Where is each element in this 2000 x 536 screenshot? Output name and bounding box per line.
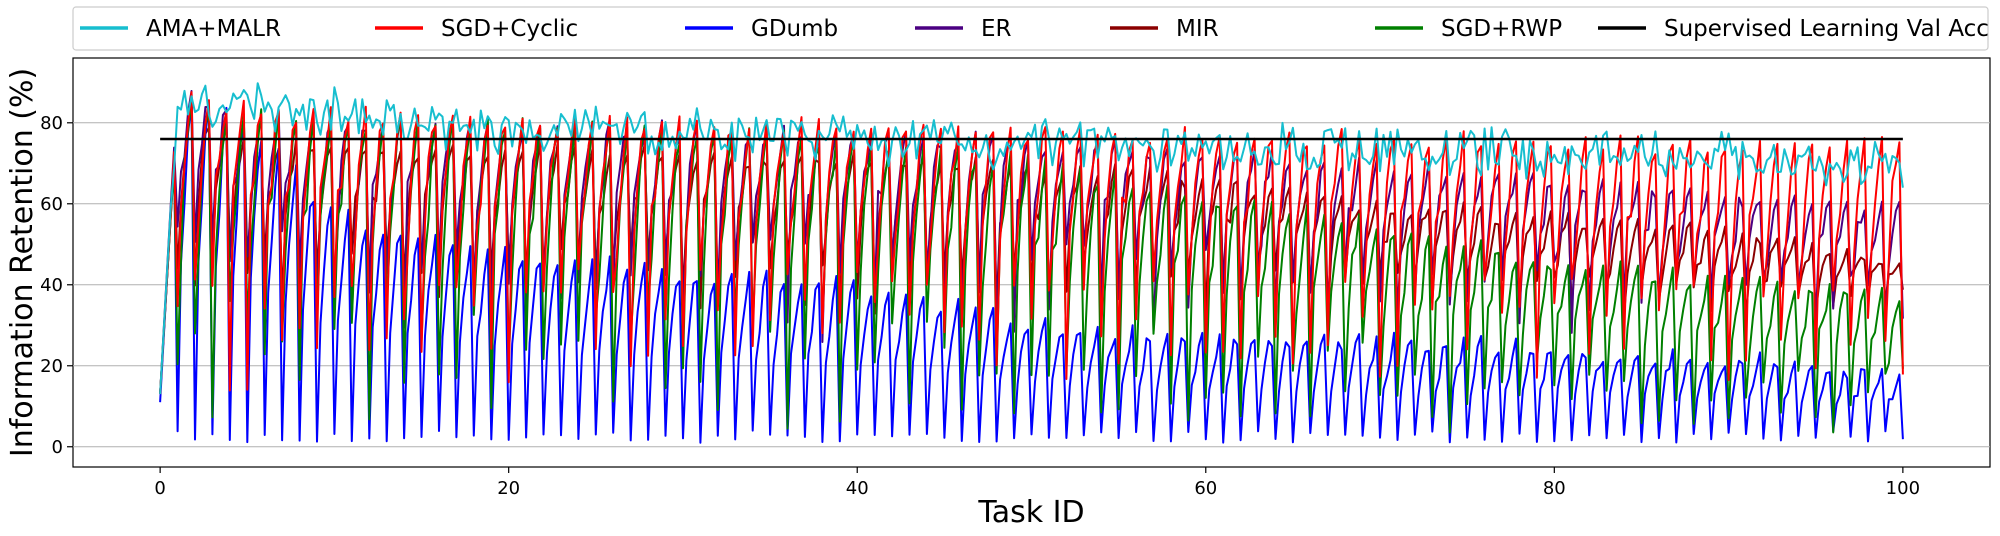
x-axis-title: Task ID <box>977 495 1084 530</box>
y-tick-label: 80 <box>40 113 63 134</box>
axes: 0 20 40 60 80 0 20 40 60 80 100 <box>40 113 1920 499</box>
legend: AMA+MALR SGD+Cyclic GDumb ER MIR SGD+RWP Super… <box>72 6 1989 51</box>
series-line-sgd-rwp <box>159 97 1904 434</box>
legend-label: Supervised Learning Val Acc <box>1664 16 1989 42</box>
series-line-ama-malr <box>159 82 1904 395</box>
x-tick-label: 100 <box>1886 478 1920 499</box>
legend-label: ER <box>981 16 1012 42</box>
x-tick-label: 60 <box>1194 478 1217 499</box>
series-layer <box>159 82 1904 444</box>
x-tick-label: 80 <box>1543 478 1566 499</box>
y-tick-label: 40 <box>40 275 63 296</box>
y-tick-label: 60 <box>40 194 63 215</box>
legend-label: GDumb <box>751 16 838 42</box>
series-line-sgd-cyclic <box>159 91 1904 395</box>
x-tick-label: 20 <box>497 478 520 499</box>
y-tick-label: 0 <box>52 437 63 458</box>
legend-label: SGD+Cyclic <box>441 16 578 42</box>
x-tick-label: 40 <box>846 478 869 499</box>
y-axis-title: Information Retention (%) <box>5 68 40 457</box>
plot-area <box>72 57 1991 468</box>
x-tick-label: 0 <box>154 478 165 499</box>
legend-label: MIR <box>1176 16 1219 42</box>
legend-frame <box>72 6 1989 51</box>
plot-frame <box>72 57 1991 468</box>
legend-label: SGD+RWP <box>1441 16 1562 42</box>
series-line-gdumb <box>159 102 1904 444</box>
legend-label: AMA+MALR <box>146 16 281 42</box>
y-tick-label: 20 <box>40 356 63 377</box>
